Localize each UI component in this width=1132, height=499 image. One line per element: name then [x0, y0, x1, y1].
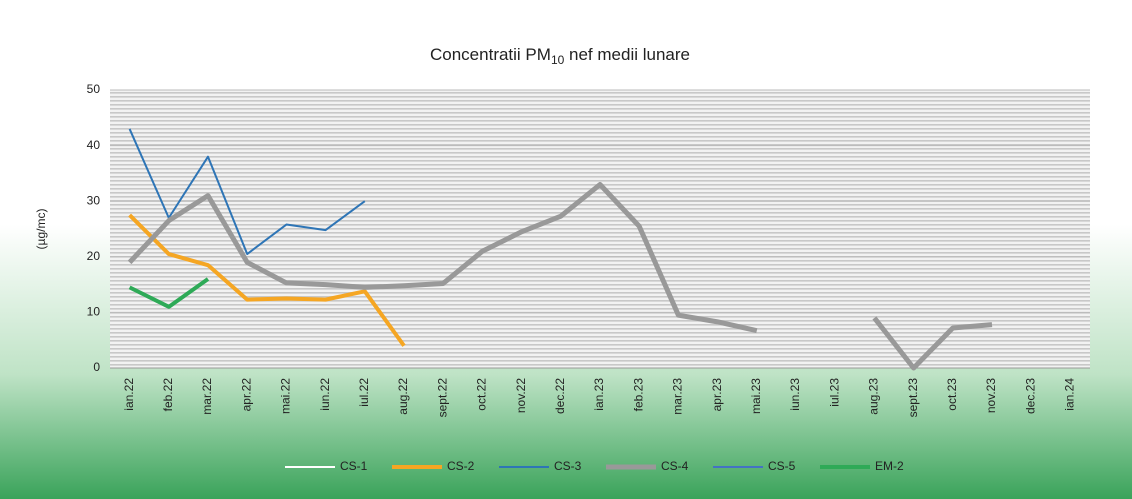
series-line	[128, 277, 210, 309]
legend-label: EM-2	[875, 459, 904, 473]
x-tick-label: nov.23	[984, 378, 998, 413]
x-tick-label: ian.24	[1063, 378, 1077, 411]
y-tick-label: 20	[87, 249, 101, 263]
x-tick-label: mai.22	[279, 378, 293, 414]
y-tick-label: 30	[87, 193, 101, 207]
x-tick-label: iun.22	[318, 378, 332, 411]
series-line	[128, 213, 406, 347]
y-tick-label: 10	[87, 305, 101, 319]
x-tick-label: oct.23	[945, 378, 959, 411]
legend-label: CS-2	[447, 459, 475, 473]
x-tick-label: nov.22	[514, 378, 528, 413]
x-tick-label: ian.22	[122, 378, 136, 411]
legend-label: CS-5	[768, 459, 796, 473]
x-tick-label: iul.23	[827, 378, 841, 407]
x-tick-label: dec.22	[553, 378, 567, 414]
chart-title: Concentratii PM10 nef medii lunare	[430, 45, 690, 67]
x-tick-label: mar.22	[200, 378, 214, 415]
x-tick-label: apr.22	[239, 378, 253, 412]
legend-label: CS-4	[661, 459, 689, 473]
x-tick-label: sept.22	[435, 378, 449, 418]
x-tick-label: feb.23	[631, 378, 645, 412]
legend-label: CS-1	[340, 459, 368, 473]
y-tick-label: 40	[87, 138, 101, 152]
x-tick-label: iul.22	[357, 378, 371, 407]
plot-area	[110, 90, 1090, 368]
x-tick-label: aug.22	[396, 378, 410, 415]
y-axis-label: (µg/mc)	[34, 209, 48, 250]
x-tick-label: apr.23	[710, 378, 724, 412]
x-tick-label: feb.22	[161, 378, 175, 412]
x-tick-label: sept.23	[906, 378, 920, 418]
y-tick-label: 0	[93, 360, 100, 374]
x-tick-label: ian.23	[592, 378, 606, 411]
x-tick-label: mai.23	[749, 378, 763, 414]
series-line	[127, 182, 993, 371]
legend-label: CS-3	[554, 459, 582, 473]
x-tick-label: aug.23	[867, 378, 881, 415]
x-tick-label: mar.23	[671, 378, 685, 415]
x-tick-label: iun.23	[788, 378, 802, 411]
x-tick-label: oct.22	[475, 378, 489, 411]
x-tick-label: dec.23	[1023, 378, 1037, 414]
y-tick-label: 50	[87, 82, 101, 96]
